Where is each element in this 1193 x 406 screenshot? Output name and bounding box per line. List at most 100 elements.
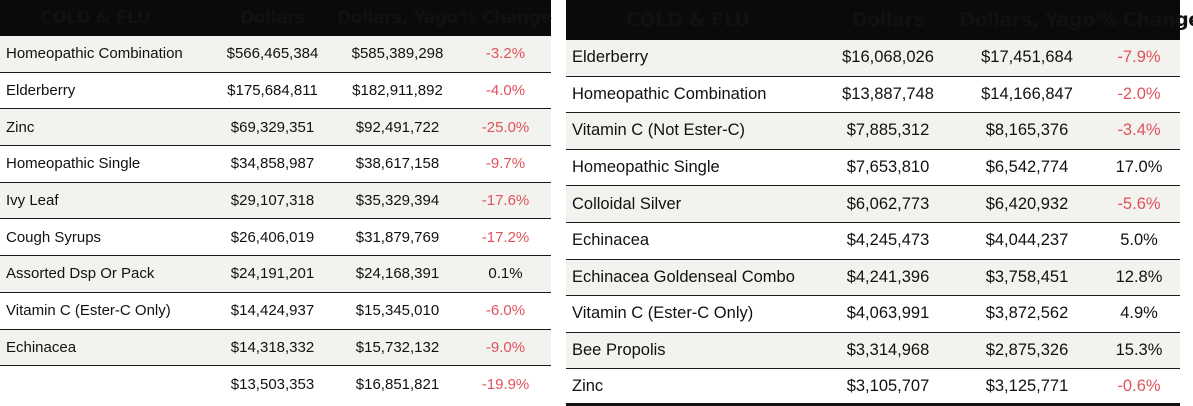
table-row: Vitamin C (Ester-C Only) $14,424,937 $15,3…: [0, 293, 551, 330]
category-cell: Cough Syrups: [6, 228, 102, 246]
change-cell: -25.0%: [481, 118, 530, 136]
table-row: Zinc $69,329,351 $92,491,722 -25.0%: [0, 109, 551, 147]
dollars-yago-cell: $3,125,771: [985, 376, 1069, 395]
change-cell: -7.9%: [1117, 48, 1161, 67]
table-row: Elderberry $16,068,026 $17,451,684 -7.9%: [566, 40, 1180, 77]
dollars-cell: $3,314,968: [846, 341, 930, 360]
dollars-cell: $14,318,332: [230, 338, 315, 356]
table-row: Vitamin C (Not Ester-C) $7,885,312 $8,165,…: [566, 113, 1180, 150]
dollars-cell: $7,653,810: [846, 158, 930, 177]
table-row: Homeopathic Combination $566,465,384 $585,…: [0, 36, 551, 73]
dollars-yago-cell: $6,542,774: [985, 158, 1069, 177]
table-row: Assorted Dsp Or Pack $24,191,201 $24,168,3…: [0, 256, 551, 293]
category-cell: Elderberry: [6, 82, 76, 100]
category-cell: Homeopathic Combination: [572, 84, 767, 103]
category-cell: Zinc: [6, 118, 35, 136]
dollars-cell: $29,107,318: [230, 192, 315, 210]
category-cell: Colloidal Silver: [572, 194, 682, 213]
category-cell: Echinacea Goldenseal Combo: [572, 267, 795, 286]
left-table-header: COLD & FLU Dollars Dollars, Yago % Chang…: [0, 0, 552, 36]
table-row: Echinacea $14,318,332 $15,732,132 -9.0%: [0, 329, 551, 367]
dollars-yago-cell: $17,451,684: [981, 48, 1073, 67]
table-row: Homeopathic Single $34,858,987 $38,617,158…: [0, 146, 551, 183]
right-table-header: COLD & FLU Dollars Dollars, Yago % Chang…: [566, 0, 1193, 40]
category-cell: Vitamin C (Ester-C Only): [572, 304, 754, 323]
category-cell: Vitamin C (Not Ester-C): [572, 121, 745, 140]
header-category: COLD & FLU: [626, 9, 750, 31]
dollars-yago-cell: $14,166,847: [981, 84, 1073, 103]
left-table-body: Homeopathic Combination $566,465,384 $585,…: [0, 36, 551, 403]
table-row: Echinacea $4,245,473 $4,044,237 5.0%: [566, 223, 1180, 260]
change-cell: -6.0%: [485, 302, 526, 320]
dollars-yago-cell: $6,420,932: [985, 194, 1069, 213]
dollars-yago-cell: $3,758,451: [985, 267, 1069, 286]
change-cell: 12.8%: [1115, 267, 1163, 286]
dollars-yago-cell: $24,168,391: [355, 265, 440, 283]
header-change: % Change: [460, 8, 552, 28]
dollars-cell: $3,105,707: [846, 376, 930, 395]
category-cell: Assorted Dsp Or Pack: [6, 265, 155, 283]
dollars-yago-cell: $31,879,769: [355, 228, 440, 246]
dollars-cell: $14,424,937: [230, 302, 315, 320]
dollars-yago-cell: $92,491,722: [355, 118, 440, 136]
dollars-cell: $4,063,991: [846, 304, 930, 323]
change-cell: -3.2%: [485, 45, 526, 63]
dollars-cell: $4,245,473: [846, 231, 930, 250]
dollars-cell: $7,885,312: [846, 121, 930, 140]
category-cell: Homeopathic Single: [6, 155, 141, 173]
dollars-cell: $16,068,026: [842, 48, 934, 67]
dollars-yago-cell: $15,732,132: [355, 338, 440, 356]
change-cell: 0.1%: [488, 265, 523, 283]
dollars-cell: $6,062,773: [846, 194, 930, 213]
dollars-cell: $34,858,987: [230, 155, 315, 173]
dollars-cell: $13,887,748: [842, 84, 934, 103]
dollars-yago-cell: $585,389,298: [351, 45, 444, 63]
dollars-cell: $175,684,811: [227, 82, 318, 100]
header-dollars: Dollars: [851, 9, 925, 31]
category-cell: Homeopathic Single: [572, 158, 720, 177]
dollars-yago-cell: $3,872,562: [985, 304, 1069, 323]
dollars-yago-cell: $16,851,821: [355, 376, 440, 394]
change-cell: 5.0%: [1120, 231, 1158, 250]
header-dollars-yago: Dollars, Yago: [959, 9, 1095, 31]
change-cell: 15.3%: [1115, 341, 1163, 360]
change-cell: -0.6%: [1117, 376, 1161, 395]
table-row: Homeopathic Combination $13,887,748 $14,16…: [566, 77, 1180, 114]
change-cell: -2.0%: [1117, 84, 1161, 103]
dollars-cell: $566,465,384: [226, 45, 319, 63]
table-row: Homeopathic Single $7,653,810 $6,542,774 17…: [566, 150, 1180, 187]
table-row: $13,503,353 $16,851,821 -19.9%: [0, 366, 551, 403]
table-row: Elderberry $175,684,811 $182,911,892 -4.0%: [0, 73, 551, 110]
dollars-cell: $4,241,396: [846, 267, 930, 286]
category-cell: Homeopathic Combination: [6, 45, 183, 63]
dollars-cell: $24,191,201: [230, 265, 315, 283]
dollars-yago-cell: $35,329,394: [355, 192, 440, 210]
change-cell: -17.2%: [481, 228, 530, 246]
category-cell: Echinacea: [6, 338, 77, 356]
change-cell: -19.9%: [481, 376, 530, 394]
category-cell: Elderberry: [572, 48, 649, 67]
change-cell: -5.6%: [1117, 194, 1161, 213]
category-cell: Vitamin C (Ester-C Only): [6, 302, 171, 320]
category-cell: Bee Propolis: [572, 341, 666, 360]
right-table-body: Elderberry $16,068,026 $17,451,684 -7.9% Hom…: [566, 40, 1180, 406]
change-cell: 4.9%: [1120, 304, 1158, 323]
table-row: Zinc $3,105,707 $3,125,771 -0.6%: [566, 369, 1180, 406]
dollars-cell: $13,503,353: [230, 376, 315, 394]
right-sales-table: COLD & FLU Dollars Dollars, Yago % Chang…: [566, 0, 1193, 406]
dollars-yago-cell: $182,911,892: [352, 82, 443, 100]
table-row: Cough Syrups $26,406,019 $31,879,769 -17.2%: [0, 219, 551, 257]
header-dollars-yago: Dollars, Yago: [337, 8, 458, 28]
change-cell: -9.7%: [485, 155, 526, 173]
table-row: Colloidal Silver $6,062,773 $6,420,932 -5.6…: [566, 186, 1180, 223]
table-row: Ivy Leaf $29,107,318 $35,329,394 -17.6%: [0, 182, 551, 220]
table-row: Echinacea Goldenseal Combo $4,241,396 $3,7…: [566, 259, 1180, 297]
change-cell: -3.4%: [1117, 121, 1161, 140]
category-cell: Echinacea: [572, 231, 650, 250]
dollars-yago-cell: $4,044,237: [985, 231, 1069, 250]
table-row: Bee Propolis $3,314,968 $2,875,326 15.3%: [566, 332, 1180, 370]
header-category: COLD & FLU: [40, 8, 151, 28]
dollars-cell: $69,329,351: [230, 118, 315, 136]
category-cell: Ivy Leaf: [6, 192, 59, 210]
dollars-yago-cell: $8,165,376: [985, 121, 1069, 140]
